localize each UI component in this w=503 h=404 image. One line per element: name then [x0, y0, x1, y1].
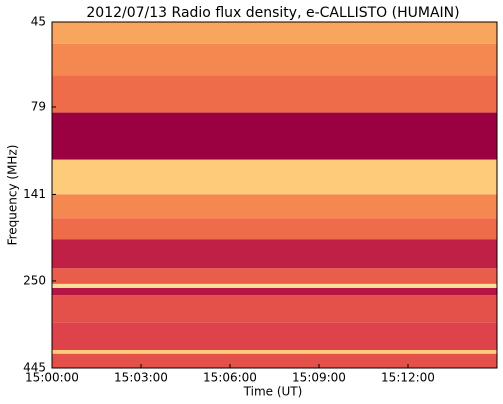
y-tick-label: 250: [23, 273, 46, 287]
heatmap-band: [52, 322, 497, 351]
heatmap-band: [52, 283, 497, 289]
y-tick-label: 445: [23, 361, 46, 375]
plot-frame: [51, 21, 498, 369]
heatmap-band: [52, 43, 497, 76]
plot-area: [52, 22, 497, 368]
heatmap-band: [52, 159, 497, 195]
x-tick-label: 15:06:00: [203, 371, 257, 385]
heatmap-band: [52, 350, 497, 354]
heatmap-band: [52, 194, 497, 219]
x-tick-label: 15:03:00: [114, 371, 168, 385]
heatmap-band: [52, 295, 497, 323]
heatmap-band: [52, 288, 497, 296]
y-axis-label: Frequency (MHz): [6, 145, 20, 246]
heatmap-band: [52, 75, 497, 113]
heatmap-band: [52, 112, 497, 160]
heatmap-band: [52, 268, 497, 284]
heatmap-band: [52, 353, 497, 368]
x-axis-label: Time (UT): [243, 385, 303, 399]
y-tick-label: 45: [31, 15, 46, 29]
heatmap-band: [52, 22, 497, 44]
heatmap-band: [52, 218, 497, 240]
heatmap-band: [52, 239, 497, 269]
y-tick-label: 141: [23, 187, 46, 201]
x-tick-label: 15:00:00: [25, 371, 79, 385]
chart-title: 2012/07/13 Radio flux density, e-CALLIST…: [86, 5, 459, 21]
y-tick-label: 79: [31, 99, 46, 113]
x-tick-label: 15:12:00: [381, 371, 435, 385]
x-tick-label: 15:09:00: [292, 371, 346, 385]
